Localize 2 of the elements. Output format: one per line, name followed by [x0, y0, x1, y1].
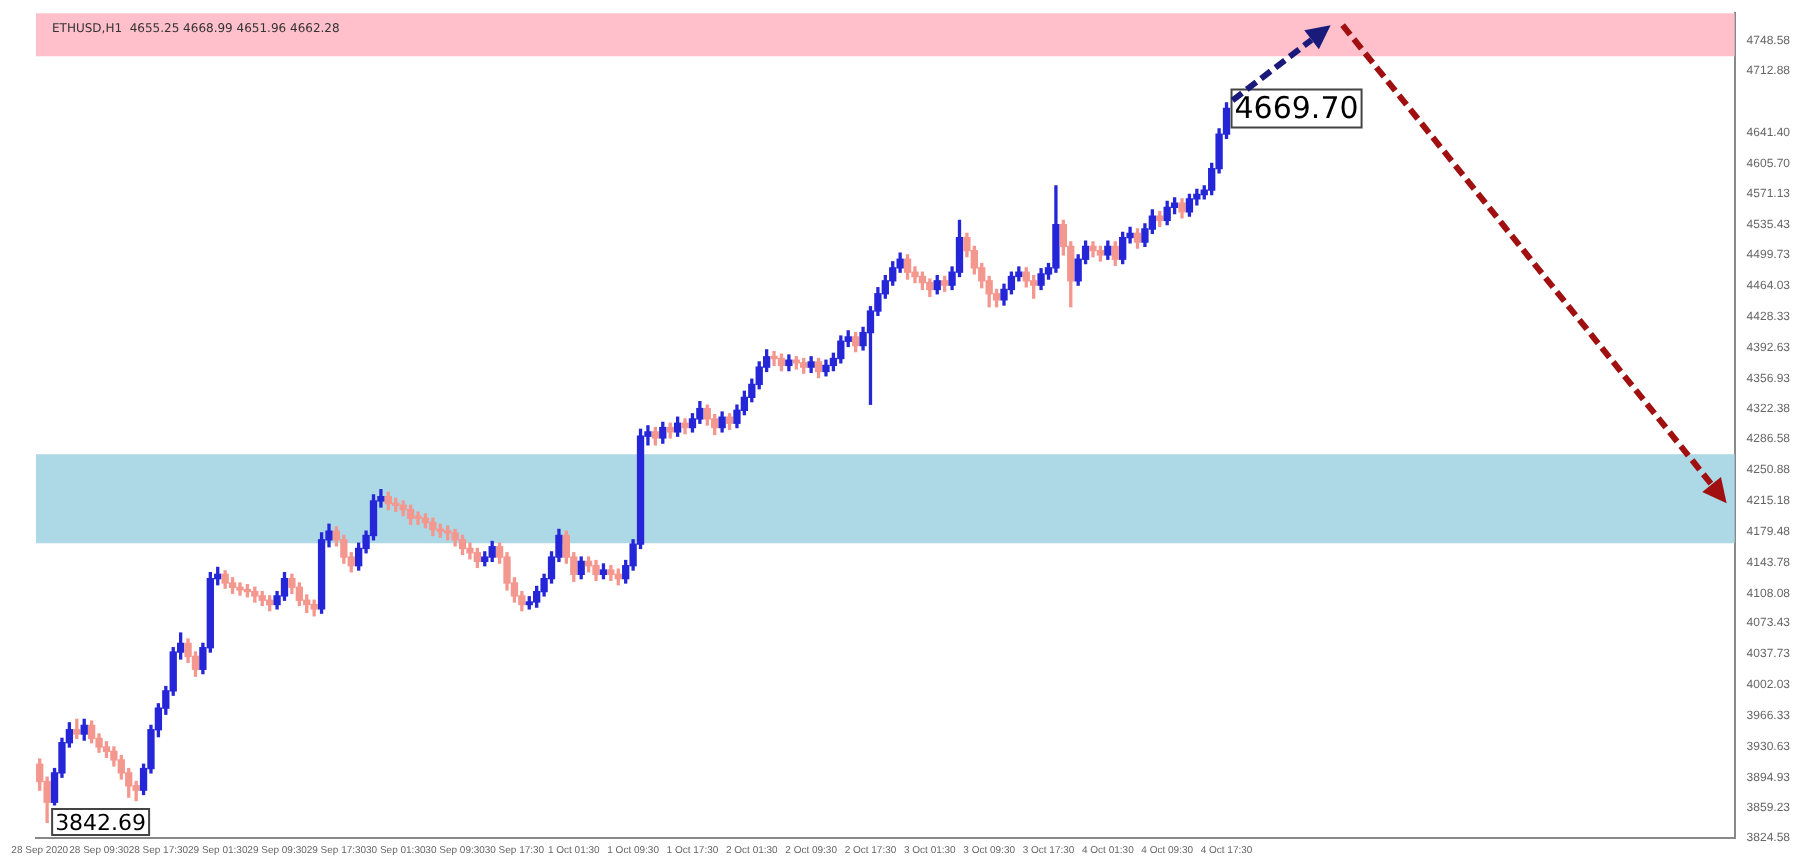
annotation: 4669.70: [1234, 90, 1359, 127]
annotation: 3842.69: [55, 809, 147, 836]
